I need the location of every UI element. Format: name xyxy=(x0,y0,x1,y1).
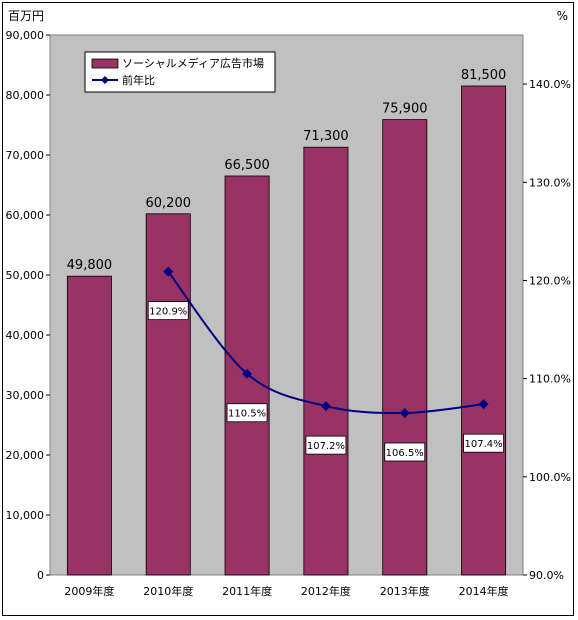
ratio-point xyxy=(242,368,253,379)
left-tick-label: 10,000 xyxy=(6,509,45,522)
bar xyxy=(382,119,428,576)
legend-label-line: 前年比 xyxy=(122,73,155,87)
left-tick-label: 70,000 xyxy=(6,149,45,162)
ratio-point xyxy=(478,399,489,410)
legend-marker-diamond xyxy=(101,76,109,84)
ratio-label-box xyxy=(226,403,268,423)
right-axis-unit: % xyxy=(557,9,568,23)
left-tick-label: 50,000 xyxy=(6,269,45,282)
bar xyxy=(461,85,507,576)
line-data-labels: 120.9% 110.5% 107.2% 106.5% 107.4% xyxy=(147,301,504,462)
bar-data-labels: 49,800 60,200 66,500 71,300 75,900 81,500 xyxy=(67,68,507,273)
x-axis-ticks: 2009年度 2010年度 2011年度 2012年度 2013年度 2014年度 xyxy=(64,584,508,598)
left-axis-ticks: 0 10,000 20,000 30,000 40,000 50,000 60,000 70,… xyxy=(6,29,50,582)
bar xyxy=(303,146,349,576)
ratio-value-label: 106.5% xyxy=(386,448,424,459)
left-axis-unit: 百万円 xyxy=(8,9,44,23)
bar xyxy=(66,275,112,576)
bar-value-label: 75,900 xyxy=(382,102,428,117)
ratio-label-box xyxy=(147,301,189,321)
ratio-label-box xyxy=(305,435,347,455)
left-tick-label: 80,000 xyxy=(6,89,45,102)
ratio-point xyxy=(320,401,331,412)
left-tick-label: 0 xyxy=(37,569,44,582)
x-tick-label: 2013年度 xyxy=(380,584,430,598)
right-tick-label: 110.0% xyxy=(529,373,571,386)
legend-swatch-bar xyxy=(91,58,119,69)
right-tick-label: 130.0% xyxy=(529,176,571,189)
plot-area xyxy=(49,34,524,576)
bar-value-label: 71,300 xyxy=(303,129,349,144)
line-series xyxy=(163,266,489,418)
ratio-value-label: 120.9% xyxy=(149,307,187,318)
right-tick-label: 100.0% xyxy=(529,471,571,484)
ratio-label-box xyxy=(384,442,426,462)
bar xyxy=(145,213,191,576)
ratio-point xyxy=(163,266,174,277)
right-axis-ticks: 90.0% 100.0% 110.0% 120.0% 130.0% 140.0% xyxy=(523,78,571,582)
ratio-value-label: 107.4% xyxy=(465,439,503,450)
ratio-value-label: 107.2% xyxy=(307,441,345,452)
x-tick-label: 2009年度 xyxy=(64,584,114,598)
right-tick-label: 90.0% xyxy=(529,569,564,582)
bar-value-label: 60,200 xyxy=(146,196,192,211)
legend-label-bar: ソーシャルメディア広告市場 xyxy=(122,56,264,70)
x-tick-label: 2012年度 xyxy=(301,584,351,598)
ratio-value-label: 110.5% xyxy=(228,409,266,420)
x-tick-label: 2014年度 xyxy=(459,584,509,598)
right-tick-label: 140.0% xyxy=(529,78,571,91)
ratio-point xyxy=(399,408,410,418)
ratio-line xyxy=(167,271,484,415)
bar-value-label: 81,500 xyxy=(461,68,507,83)
legend: ソーシャルメディア広告市場 前年比 xyxy=(84,51,276,93)
ratio-label-box xyxy=(463,433,504,453)
bar-value-label: 49,800 xyxy=(67,258,113,273)
bar-value-label: 66,500 xyxy=(224,158,270,173)
left-tick-label: 40,000 xyxy=(6,329,45,342)
x-tick-label: 2011年度 xyxy=(222,584,272,598)
right-tick-label: 120.0% xyxy=(529,274,571,287)
x-tick-label: 2010年度 xyxy=(143,584,193,598)
left-tick-label: 20,000 xyxy=(6,449,45,462)
left-tick-label: 30,000 xyxy=(6,389,45,402)
left-tick-label: 60,000 xyxy=(6,209,45,222)
left-tick-label: 90,000 xyxy=(6,29,45,42)
